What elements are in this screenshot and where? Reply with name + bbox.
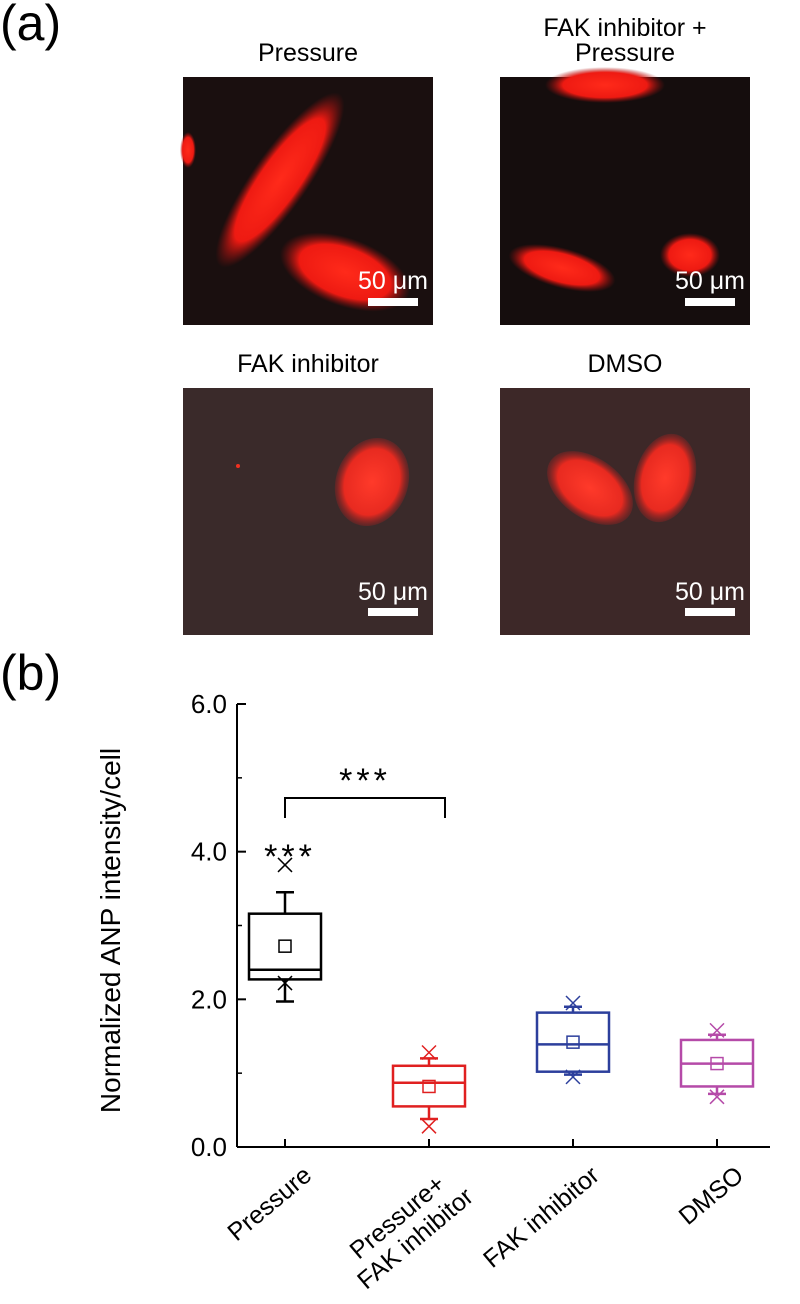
micrograph bbox=[183, 388, 433, 635]
box bbox=[535, 1011, 611, 1073]
image-title: DMSO bbox=[588, 350, 663, 378]
box bbox=[247, 912, 323, 981]
mean bbox=[422, 1079, 436, 1094]
panel-label: (a) bbox=[0, 0, 61, 51]
extreme bbox=[709, 1022, 725, 1038]
micrograph bbox=[180, 77, 433, 325]
extreme bbox=[565, 1069, 581, 1085]
extreme bbox=[565, 995, 581, 1011]
bracket bbox=[284, 797, 446, 818]
image-title: Pressure bbox=[575, 39, 675, 67]
y-axis-label: Normalized ANP intensity/cell bbox=[95, 748, 126, 1113]
extreme bbox=[709, 1089, 725, 1105]
extreme bbox=[421, 1044, 437, 1061]
significance: *** bbox=[264, 838, 316, 876]
mean bbox=[566, 1035, 580, 1049]
extreme bbox=[421, 1118, 437, 1134]
y-tick-label: 4.0 bbox=[191, 837, 227, 867]
y-tick-label: 2.0 bbox=[191, 984, 227, 1014]
image-title: FAK inhibitor bbox=[237, 350, 379, 378]
image-title: Pressure bbox=[258, 39, 358, 67]
scale-label: 50 μm bbox=[675, 578, 745, 606]
image-title: FAK inhibitor + bbox=[543, 14, 706, 42]
micrograph bbox=[500, 67, 750, 325]
mean bbox=[278, 939, 292, 953]
extreme bbox=[277, 975, 293, 991]
significance: *** bbox=[339, 762, 391, 800]
micrograph bbox=[500, 388, 750, 635]
scale-label: 50 μm bbox=[358, 578, 428, 606]
mean bbox=[710, 1056, 724, 1071]
scale-label: 50 μm bbox=[358, 267, 428, 295]
y-tick-label: 0.0 bbox=[191, 1132, 227, 1162]
panel-label: (b) bbox=[0, 645, 61, 701]
extreme bbox=[277, 857, 293, 873]
scale-label: 50 μm bbox=[675, 267, 745, 295]
y-tick-label: 6.0 bbox=[191, 689, 227, 719]
box bbox=[391, 1064, 467, 1108]
